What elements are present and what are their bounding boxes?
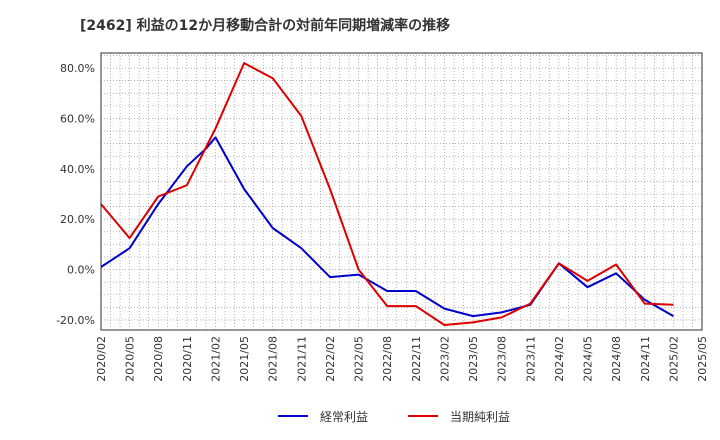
chart-title: [2462] 利益の12か月移動合計の対前年同期増減率の推移 (80, 17, 450, 34)
grid (100, 53, 703, 330)
y-tick-label: 20.0% (60, 213, 95, 226)
x-tick-label: 2020/11 (181, 336, 194, 382)
y-tick-label: 0.0% (67, 264, 95, 277)
legend: 経常利益 当期純利益 (278, 410, 510, 424)
y-tick-label: 80.0% (60, 62, 95, 75)
x-tick-label: 2022/08 (381, 336, 394, 382)
y-tick-label: 40.0% (60, 163, 95, 176)
x-tick-label: 2023/08 (496, 336, 509, 382)
x-axis-ticks: 2020/02 2020/05 2020/08 2020/11 2021/02 2021/… (95, 336, 709, 382)
x-tick-label: 2024/05 (582, 336, 595, 382)
legend-label-2: 当期純利益 (450, 410, 510, 424)
y-tick-label: 60.0% (60, 112, 95, 125)
x-tick-label: 2021/11 (295, 336, 308, 382)
x-tick-label: 2023/05 (467, 336, 480, 382)
series-line-2 (100, 62, 674, 326)
x-tick-label: 2024/11 (639, 336, 652, 382)
x-tick-label: 2024/02 (553, 336, 566, 382)
y-axis-ticks: -20.0% 0.0% 20.0% 40.0% 60.0% 80.0% (56, 62, 95, 327)
x-tick-label: 2022/11 (410, 336, 423, 382)
x-tick-label: 2020/05 (124, 336, 137, 382)
series-line-1 (100, 136, 674, 318)
x-tick-label: 2021/02 (209, 336, 222, 382)
x-tick-label: 2022/02 (324, 336, 337, 382)
x-tick-label: 2020/08 (152, 336, 165, 382)
x-tick-label: 2021/05 (238, 336, 251, 382)
x-tick-label: 2020/02 (95, 336, 108, 382)
x-tick-label: 2023/02 (438, 336, 451, 382)
legend-label-1: 経常利益 (320, 410, 368, 424)
y-tick-label: -20.0% (56, 314, 95, 327)
x-tick-label: 2025/05 (696, 336, 709, 382)
x-tick-label: 2022/05 (353, 336, 366, 382)
plot-frame (100, 52, 703, 331)
x-tick-label: 2021/08 (267, 336, 280, 382)
x-tick-label: 2024/08 (610, 336, 623, 382)
x-tick-label: 2023/11 (524, 336, 537, 382)
x-tick-label: 2025/02 (667, 336, 680, 382)
series-lines (100, 62, 674, 326)
